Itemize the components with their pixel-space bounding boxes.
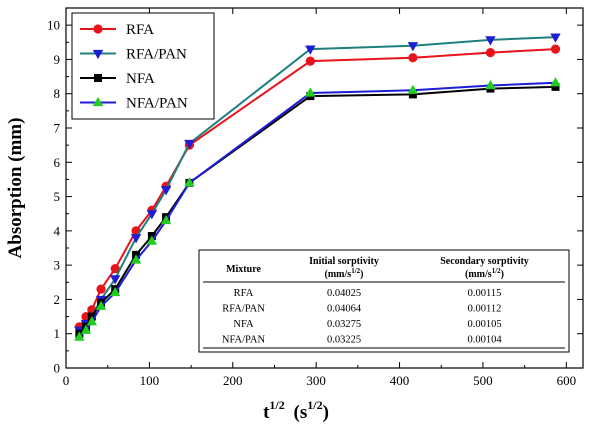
data-point [160, 214, 172, 225]
y-tick-label: 4 [54, 223, 61, 238]
data-point [86, 316, 98, 326]
x-tick-label: 300 [306, 373, 326, 388]
data-point [408, 90, 417, 99]
data-point [146, 210, 158, 220]
legend-label: RFA/PAN [126, 47, 187, 63]
data-point [550, 44, 561, 54]
table-cell: NFA [233, 319, 254, 330]
table-header: Mixture [226, 264, 261, 275]
legend-marker [92, 49, 104, 60]
x-tick-label: 400 [390, 373, 410, 388]
y-tick-label: 8 [54, 86, 61, 101]
data-point [305, 45, 316, 55]
y-tick-label: 3 [54, 258, 61, 273]
y-tick-label: 5 [54, 189, 61, 204]
y-tick-label: 10 [47, 18, 60, 33]
data-point [184, 139, 195, 150]
data-point [408, 53, 418, 63]
data-point [407, 84, 419, 94]
data-point [485, 47, 496, 58]
table-cell: 0.03275 [327, 319, 361, 330]
data-point [130, 254, 142, 264]
data-point [485, 36, 496, 46]
table-cell: 0.00112 [468, 304, 502, 315]
table-header-unit: (mm/s1/2) [325, 267, 364, 280]
data-point [550, 33, 561, 43]
data-point [146, 235, 158, 245]
y-tick-label: 6 [54, 155, 61, 170]
data-point [305, 56, 315, 66]
table-cell: NFA/PAN [222, 335, 266, 346]
legend-marker [93, 24, 103, 34]
series-nfa-pan [74, 77, 561, 341]
legend-marker [94, 74, 102, 82]
data-point [160, 186, 172, 196]
table-cell: 0.00115 [468, 288, 502, 299]
table-cell: RFA [234, 288, 254, 299]
data-point [407, 42, 419, 52]
y-tick-label: 0 [54, 361, 61, 376]
x-tick-label: 500 [473, 373, 493, 388]
legend-item: RFA [80, 22, 154, 38]
data-point [551, 82, 560, 91]
data-point [110, 263, 120, 274]
data-point [485, 79, 496, 90]
data-point [130, 234, 142, 244]
x-tick-label: 600 [557, 373, 577, 388]
table-header: Secondary sorptivity [440, 256, 529, 267]
table-cell: 0.00104 [467, 335, 502, 346]
y-axis-title: Absorption (mm) [5, 118, 26, 259]
legend-marker [92, 96, 104, 107]
y-tick-label: 1 [54, 326, 61, 341]
sorptivity-table [198, 249, 570, 353]
data-point [95, 300, 107, 310]
x-axis-title: t1/2 (s1/2) [263, 398, 329, 423]
legend-item: RFA/PAN [80, 47, 187, 63]
y-tick-label: 7 [54, 121, 61, 136]
legend-label: NFA [126, 71, 155, 87]
legend-item: NFA [80, 71, 155, 87]
y-tick-label: 9 [54, 52, 61, 67]
table-cell: 0.00105 [467, 319, 501, 330]
data-point [96, 284, 106, 294]
table-cell: 0.03225 [327, 335, 361, 346]
x-tick-label: 0 [63, 373, 70, 388]
table-cell: RFA/PAN [222, 304, 265, 315]
table-header: Initial sorptivity [309, 256, 379, 267]
data-point [184, 177, 195, 187]
data-point [74, 331, 85, 341]
data-point [109, 275, 121, 285]
y-tick-label: 2 [54, 292, 61, 307]
legend-item: NFA/PAN [80, 96, 188, 112]
data-point [80, 324, 92, 334]
data-point [305, 87, 316, 97]
data-point [550, 77, 561, 87]
data-point [109, 286, 121, 297]
plot-frame [65, 7, 584, 369]
table-header-unit: (mm/s1/2) [465, 267, 504, 280]
table-cell: 0.04025 [327, 288, 361, 299]
table-cell: 0.04064 [327, 304, 362, 315]
x-tick-label: 100 [140, 373, 160, 388]
x-tick-label: 200 [223, 373, 243, 388]
legend-label: RFA [126, 22, 154, 38]
legend-label: NFA/PAN [126, 96, 188, 112]
